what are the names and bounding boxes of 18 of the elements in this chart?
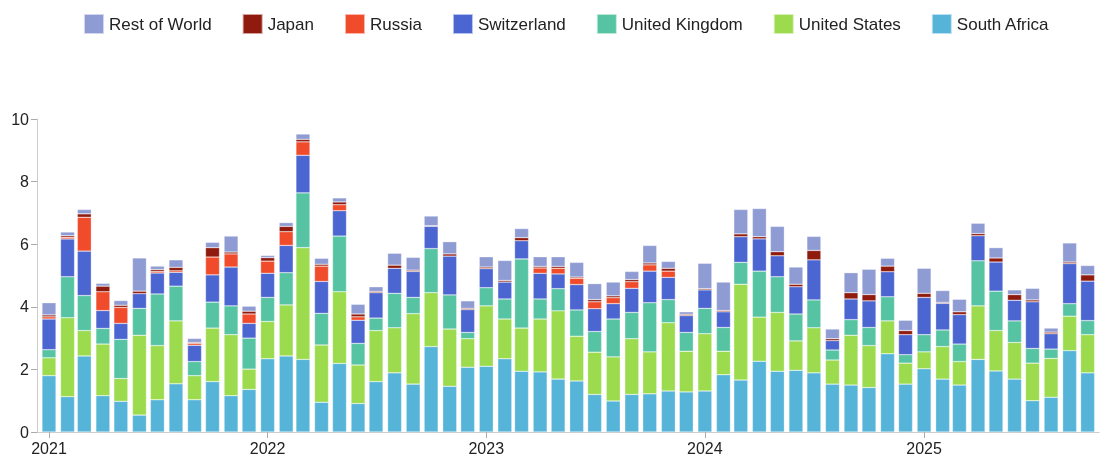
legend-label: United States: [798, 14, 901, 34]
legend-label: United Kingdom: [621, 14, 743, 34]
y-tick-label: 2: [20, 360, 30, 378]
legend-label: South Africa: [956, 14, 1050, 34]
legend-label: Russia: [369, 14, 423, 34]
x-tick-label: 2023: [468, 439, 505, 457]
y-tick-label: 4: [20, 298, 30, 316]
y-tick-label: 10: [11, 110, 30, 128]
y-tick-label: 8: [20, 173, 30, 191]
legend-label: Japan: [267, 14, 314, 34]
x-tick-label: 2024: [687, 439, 723, 457]
legend-label: Switzerland: [477, 14, 566, 34]
x-tick-label: 2025: [906, 439, 942, 457]
x-tick-label: 2021: [31, 439, 67, 457]
y-tick-label: 6: [20, 235, 30, 253]
x-tick-label: 2022: [249, 439, 286, 457]
legend-label: Rest of World: [109, 14, 212, 34]
y-tick-label: 0: [20, 423, 30, 441]
